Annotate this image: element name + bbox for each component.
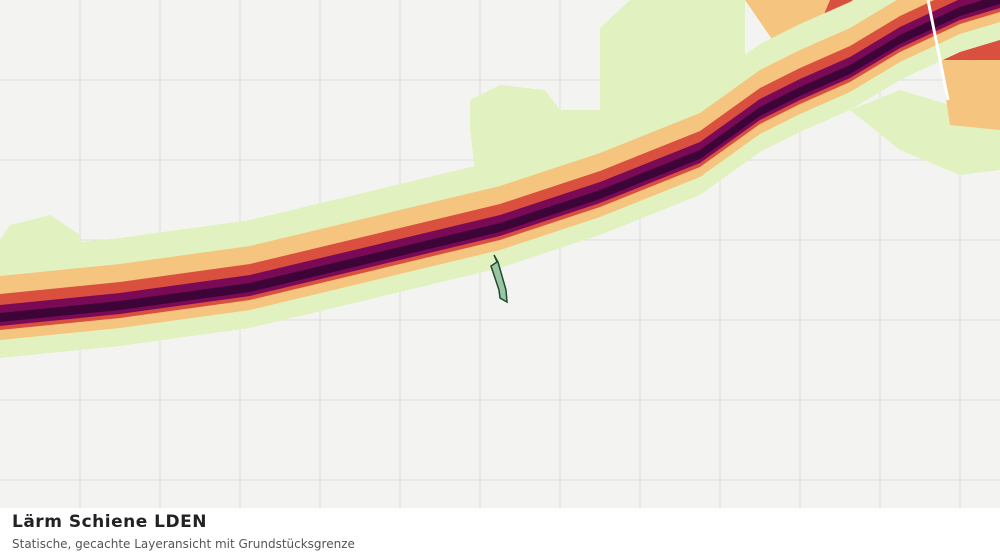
- subtitle: Statische, gecachte Layeransicht mit Gru…: [12, 537, 355, 551]
- parcel-boundary: [490, 254, 508, 304]
- noise-band: [0, 0, 1000, 340]
- road-line: [926, 0, 950, 101]
- noise-band: [0, 0, 1000, 326]
- noise-bands: [0, 0, 1000, 358]
- title: Lärm Schiene LDEN: [12, 512, 207, 532]
- map: [0, 0, 1000, 508]
